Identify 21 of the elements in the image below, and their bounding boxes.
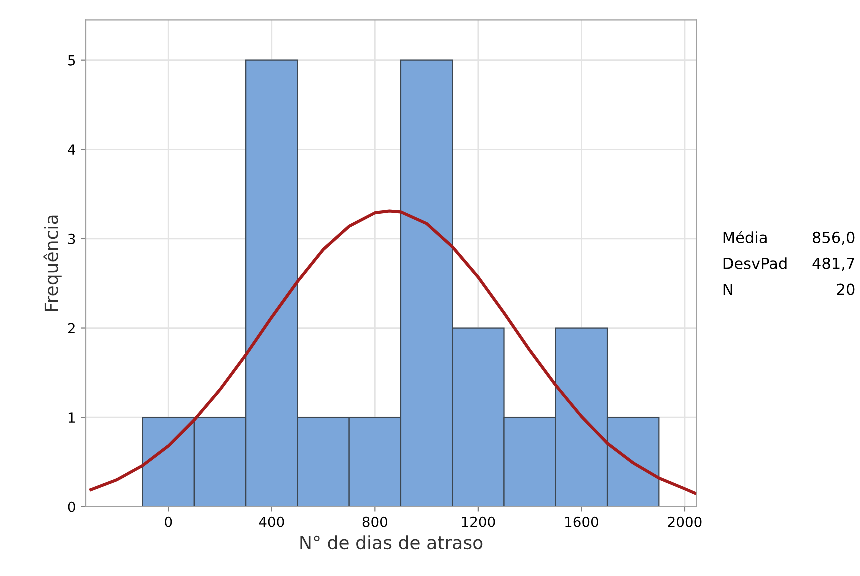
x-tick-label: 0: [165, 516, 172, 528]
x-tick-label: 400: [259, 516, 284, 528]
y-tick-label: 4: [68, 144, 76, 155]
y-tick-label: 5: [68, 56, 76, 66]
x-tick-label: 800: [362, 516, 388, 528]
text: 481,7: [812, 258, 854, 271]
x-tick-label: 2000: [668, 516, 702, 528]
text: 856,0: [813, 232, 855, 246]
x-axis-title: N° de dias de atraso: [300, 536, 483, 550]
x-tick-label: 1200: [462, 516, 496, 528]
y-tick-label: 0: [68, 502, 76, 512]
x-tick-label: 1600: [566, 516, 598, 528]
text: Média: [724, 231, 767, 244]
text: DesvPad: [724, 258, 787, 270]
y-tick-label: 1: [68, 412, 75, 423]
y-axis-title: Frequência: [44, 216, 62, 312]
y-tick-label: 3: [68, 234, 76, 244]
text: N: [724, 284, 732, 296]
line-series: [90, 210, 697, 496]
y-tick-label: 2: [68, 323, 75, 334]
text: 20: [837, 284, 855, 296]
